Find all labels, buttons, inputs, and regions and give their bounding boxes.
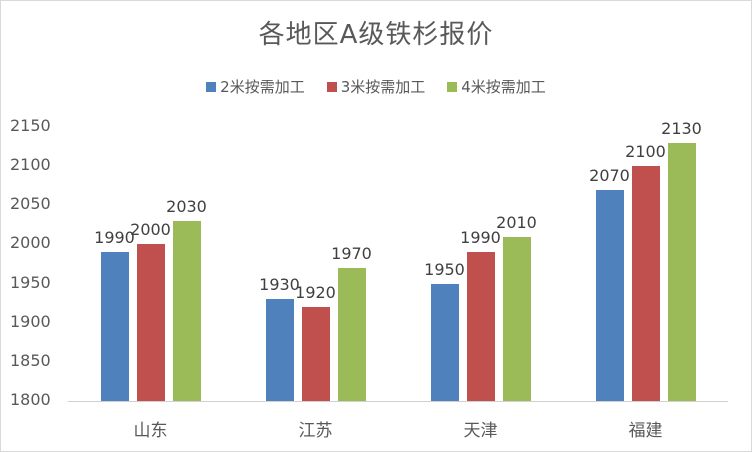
- legend-item-4m[interactable]: 4米按需加工: [447, 76, 546, 97]
- data-label: 1970: [331, 243, 372, 263]
- bar[interactable]: [265, 299, 294, 401]
- data-label: 1990: [94, 228, 135, 248]
- bar[interactable]: [502, 236, 531, 401]
- bar[interactable]: [631, 166, 660, 401]
- y-tick-label: 1900: [10, 311, 51, 331]
- y-tick-label: 1850: [10, 350, 51, 370]
- legend-label-2m: 2米按需加工: [220, 78, 305, 96]
- data-label: 2030: [166, 196, 207, 216]
- bar[interactable]: [430, 283, 459, 401]
- legend: 2米按需加工 3米按需加工 4米按需加工: [0, 76, 752, 97]
- data-label: 2100: [625, 142, 666, 162]
- y-tick-label: 2050: [10, 194, 51, 214]
- bar[interactable]: [172, 220, 201, 401]
- legend-label-4m: 4米按需加工: [461, 78, 546, 96]
- data-label: 1990: [460, 228, 501, 248]
- x-category-label: 山东: [133, 421, 168, 441]
- legend-item-2m[interactable]: 2米按需加工: [206, 76, 305, 97]
- legend-swatch-3m: [326, 81, 337, 92]
- y-tick-label: 2000: [10, 233, 51, 253]
- data-label: 1950: [424, 259, 465, 279]
- bar[interactable]: [337, 267, 366, 401]
- x-axis-line: [68, 401, 728, 402]
- bar[interactable]: [595, 189, 624, 401]
- bar[interactable]: [667, 142, 696, 401]
- x-category-label: 江苏: [298, 421, 333, 441]
- bar[interactable]: [100, 252, 129, 401]
- legend-swatch-2m: [206, 81, 217, 92]
- data-label: 2000: [130, 220, 171, 240]
- data-label: 2130: [661, 118, 702, 138]
- data-label: 1920: [295, 283, 336, 303]
- legend-label-3m: 3米按需加工: [340, 78, 426, 96]
- y-tick-label: 1950: [10, 272, 51, 292]
- legend-swatch-4m: [447, 81, 458, 92]
- x-category-label: 福建: [628, 421, 663, 441]
- y-tick-label: 1800: [10, 390, 51, 409]
- chart-title: 各地区A级铁杉报价: [258, 20, 494, 50]
- y-tick-label: 2100: [10, 155, 51, 175]
- x-category-label: 天津: [463, 421, 498, 441]
- bar[interactable]: [136, 244, 165, 401]
- data-label: 1930: [259, 275, 300, 295]
- bar[interactable]: [301, 307, 330, 401]
- data-label: 2010: [496, 212, 537, 232]
- data-label: 2070: [589, 165, 630, 185]
- legend-item-3m[interactable]: 3米按需加工: [326, 76, 426, 97]
- bar[interactable]: [466, 252, 495, 401]
- y-tick-label: 2150: [10, 116, 51, 135]
